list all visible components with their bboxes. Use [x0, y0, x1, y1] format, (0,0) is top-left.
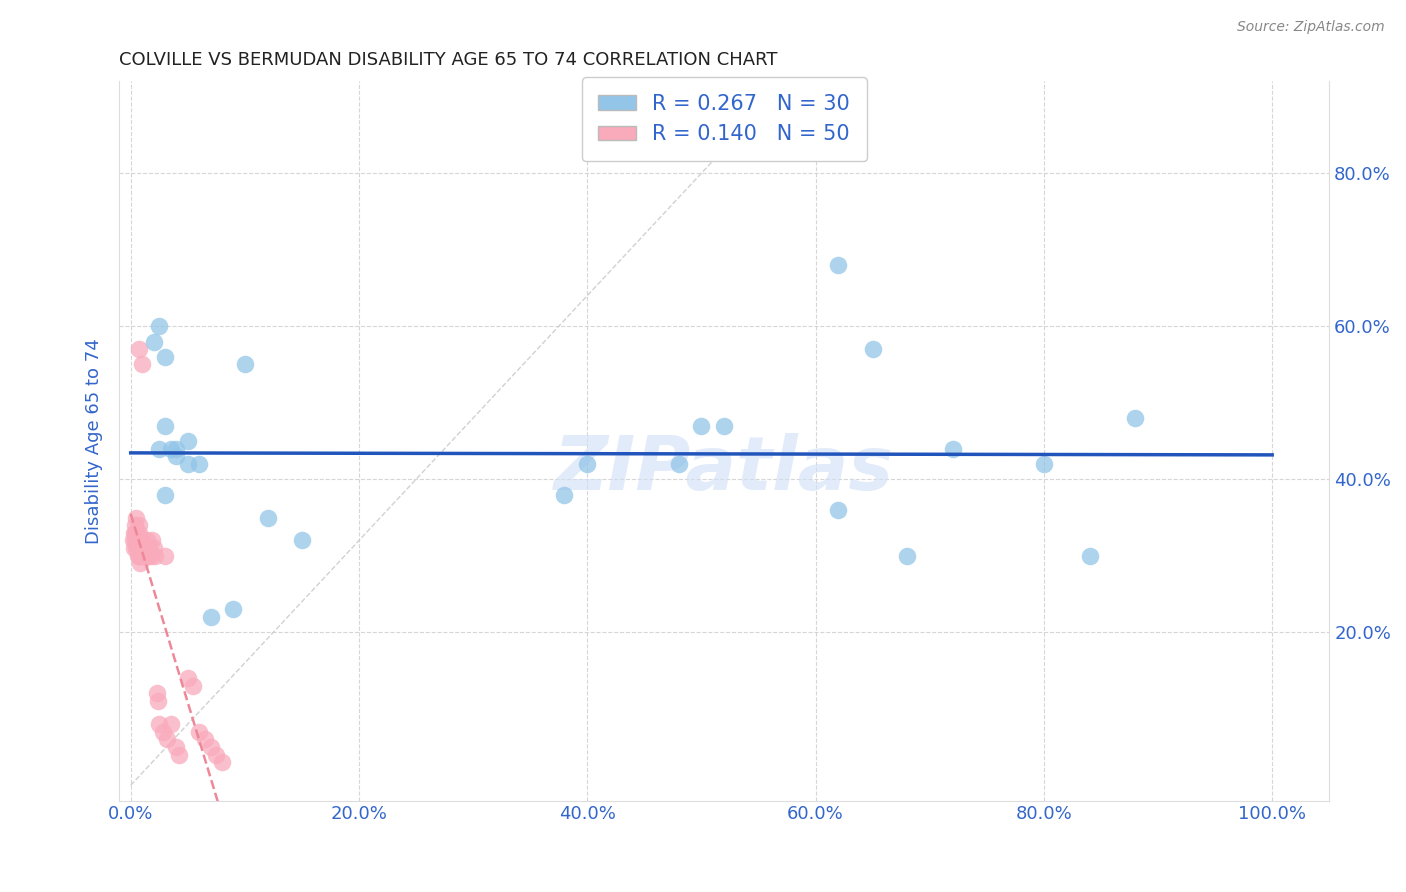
- Point: [134, 549, 156, 563]
- Text: ZIPatlas: ZIPatlas: [554, 434, 894, 507]
- Point: [138, 541, 160, 555]
- Point: [136, 549, 159, 563]
- Point: [165, 442, 187, 456]
- Point: [128, 557, 150, 571]
- Point: [128, 541, 150, 555]
- Point: [141, 533, 163, 548]
- Point: [690, 418, 713, 433]
- Point: [156, 732, 179, 747]
- Point: [256, 510, 278, 524]
- Point: [131, 358, 153, 372]
- Point: [205, 747, 228, 762]
- Point: [127, 541, 149, 555]
- Point: [122, 525, 145, 540]
- Point: [183, 679, 205, 693]
- Point: [128, 518, 150, 533]
- Point: [194, 732, 217, 747]
- Point: [713, 418, 735, 433]
- Point: [128, 525, 150, 540]
- Point: [142, 334, 165, 349]
- Point: [200, 610, 222, 624]
- Point: [142, 541, 165, 555]
- Point: [146, 694, 169, 708]
- Point: [143, 549, 166, 563]
- Point: [127, 549, 149, 563]
- Point: [553, 487, 575, 501]
- Point: [291, 533, 314, 548]
- Point: [129, 541, 152, 555]
- Point: [148, 442, 170, 456]
- Point: [167, 747, 190, 762]
- Point: [131, 533, 153, 548]
- Point: [1032, 457, 1054, 471]
- Point: [177, 434, 200, 448]
- Point: [1123, 411, 1146, 425]
- Point: [125, 525, 148, 540]
- Point: [125, 533, 148, 548]
- Point: [165, 450, 187, 464]
- Point: [862, 342, 884, 356]
- Point: [211, 756, 233, 770]
- Point: [128, 549, 150, 563]
- Point: [127, 533, 149, 548]
- Point: [125, 541, 148, 555]
- Point: [942, 442, 965, 456]
- Point: [153, 487, 176, 501]
- Point: [148, 717, 170, 731]
- Point: [153, 418, 176, 433]
- Point: [188, 724, 211, 739]
- Point: [1078, 549, 1101, 563]
- Point: [152, 724, 174, 739]
- Point: [153, 549, 176, 563]
- Point: [141, 549, 163, 563]
- Point: [122, 533, 145, 548]
- Point: [576, 457, 599, 471]
- Point: [148, 319, 170, 334]
- Point: [233, 358, 256, 372]
- Point: [827, 503, 849, 517]
- Point: [222, 602, 245, 616]
- Point: [146, 686, 169, 700]
- Point: [124, 533, 146, 548]
- Point: [128, 541, 150, 555]
- Point: [135, 541, 157, 555]
- Point: [129, 549, 152, 563]
- Point: [177, 457, 200, 471]
- Point: [122, 541, 145, 555]
- Point: [131, 549, 153, 563]
- Text: Source: ZipAtlas.com: Source: ZipAtlas.com: [1237, 20, 1385, 34]
- Text: COLVILLE VS BERMUDAN DISABILITY AGE 65 TO 74 CORRELATION CHART: COLVILLE VS BERMUDAN DISABILITY AGE 65 T…: [120, 51, 778, 69]
- Point: [896, 549, 918, 563]
- Point: [135, 533, 157, 548]
- Point: [159, 717, 181, 731]
- Y-axis label: Disability Age 65 to 74: Disability Age 65 to 74: [86, 338, 103, 544]
- Legend: R = 0.267   N = 30, R = 0.140   N = 50: R = 0.267 N = 30, R = 0.140 N = 50: [582, 78, 868, 161]
- Point: [128, 342, 150, 356]
- Point: [124, 518, 146, 533]
- Point: [165, 740, 187, 755]
- Point: [668, 457, 690, 471]
- Point: [827, 258, 849, 272]
- Point: [125, 510, 148, 524]
- Point: [124, 525, 146, 540]
- Point: [159, 442, 181, 456]
- Point: [188, 457, 211, 471]
- Point: [200, 740, 222, 755]
- Point: [153, 350, 176, 364]
- Point: [177, 671, 200, 685]
